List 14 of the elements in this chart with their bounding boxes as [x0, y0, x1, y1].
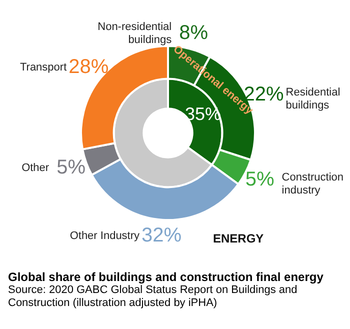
slice-label: Residential buildings — [286, 86, 340, 112]
data-label: 32% — [142, 224, 182, 246]
data-label: 8% — [179, 22, 208, 44]
data-label: 5% — [56, 156, 86, 178]
slice-label: Non-residential buildings — [98, 20, 172, 46]
slice-label: Transport — [20, 61, 67, 74]
text: ENERGY — [213, 231, 264, 246]
source-note: Source: 2020 GABC Global Status Report on Buildings and Construction (illustration adjusted by iPHA) — [8, 284, 298, 310]
data-label: 5% — [245, 168, 274, 190]
text: Global share of buildings and construction final energy — [8, 270, 324, 284]
slice-label: Other — [22, 162, 50, 174]
data-label: 28% — [68, 56, 109, 78]
slice-label: Construction industry — [282, 171, 344, 196]
slice-label: Other Industry — [70, 230, 140, 242]
